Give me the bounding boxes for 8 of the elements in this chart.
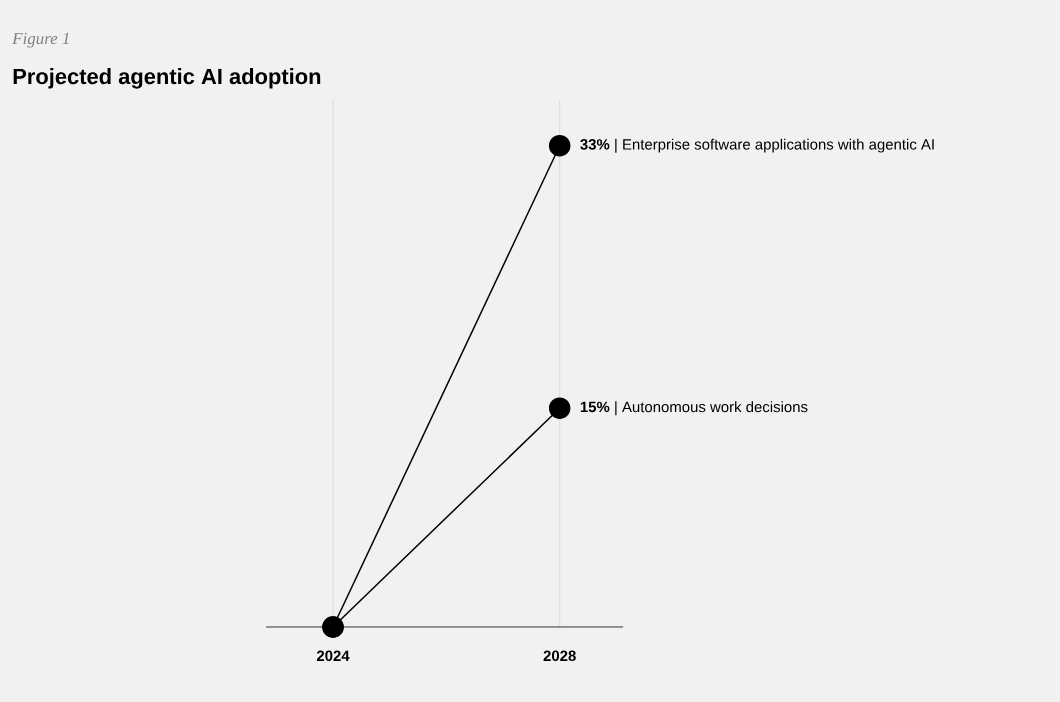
text: Enterprise software applications with agentic AI	[623, 138, 934, 153]
x-tick-label: 2024	[316, 650, 350, 662]
chart-title: Projected agentic AI adoption	[13, 68, 321, 89]
data-label: 15% |	[580, 401, 617, 416]
data-label: 33% |	[580, 138, 617, 153]
text: Autonomous work decisions	[622, 401, 808, 413]
x-tick-label: 2028	[543, 650, 576, 662]
caption: Figure 1	[12, 32, 69, 48]
